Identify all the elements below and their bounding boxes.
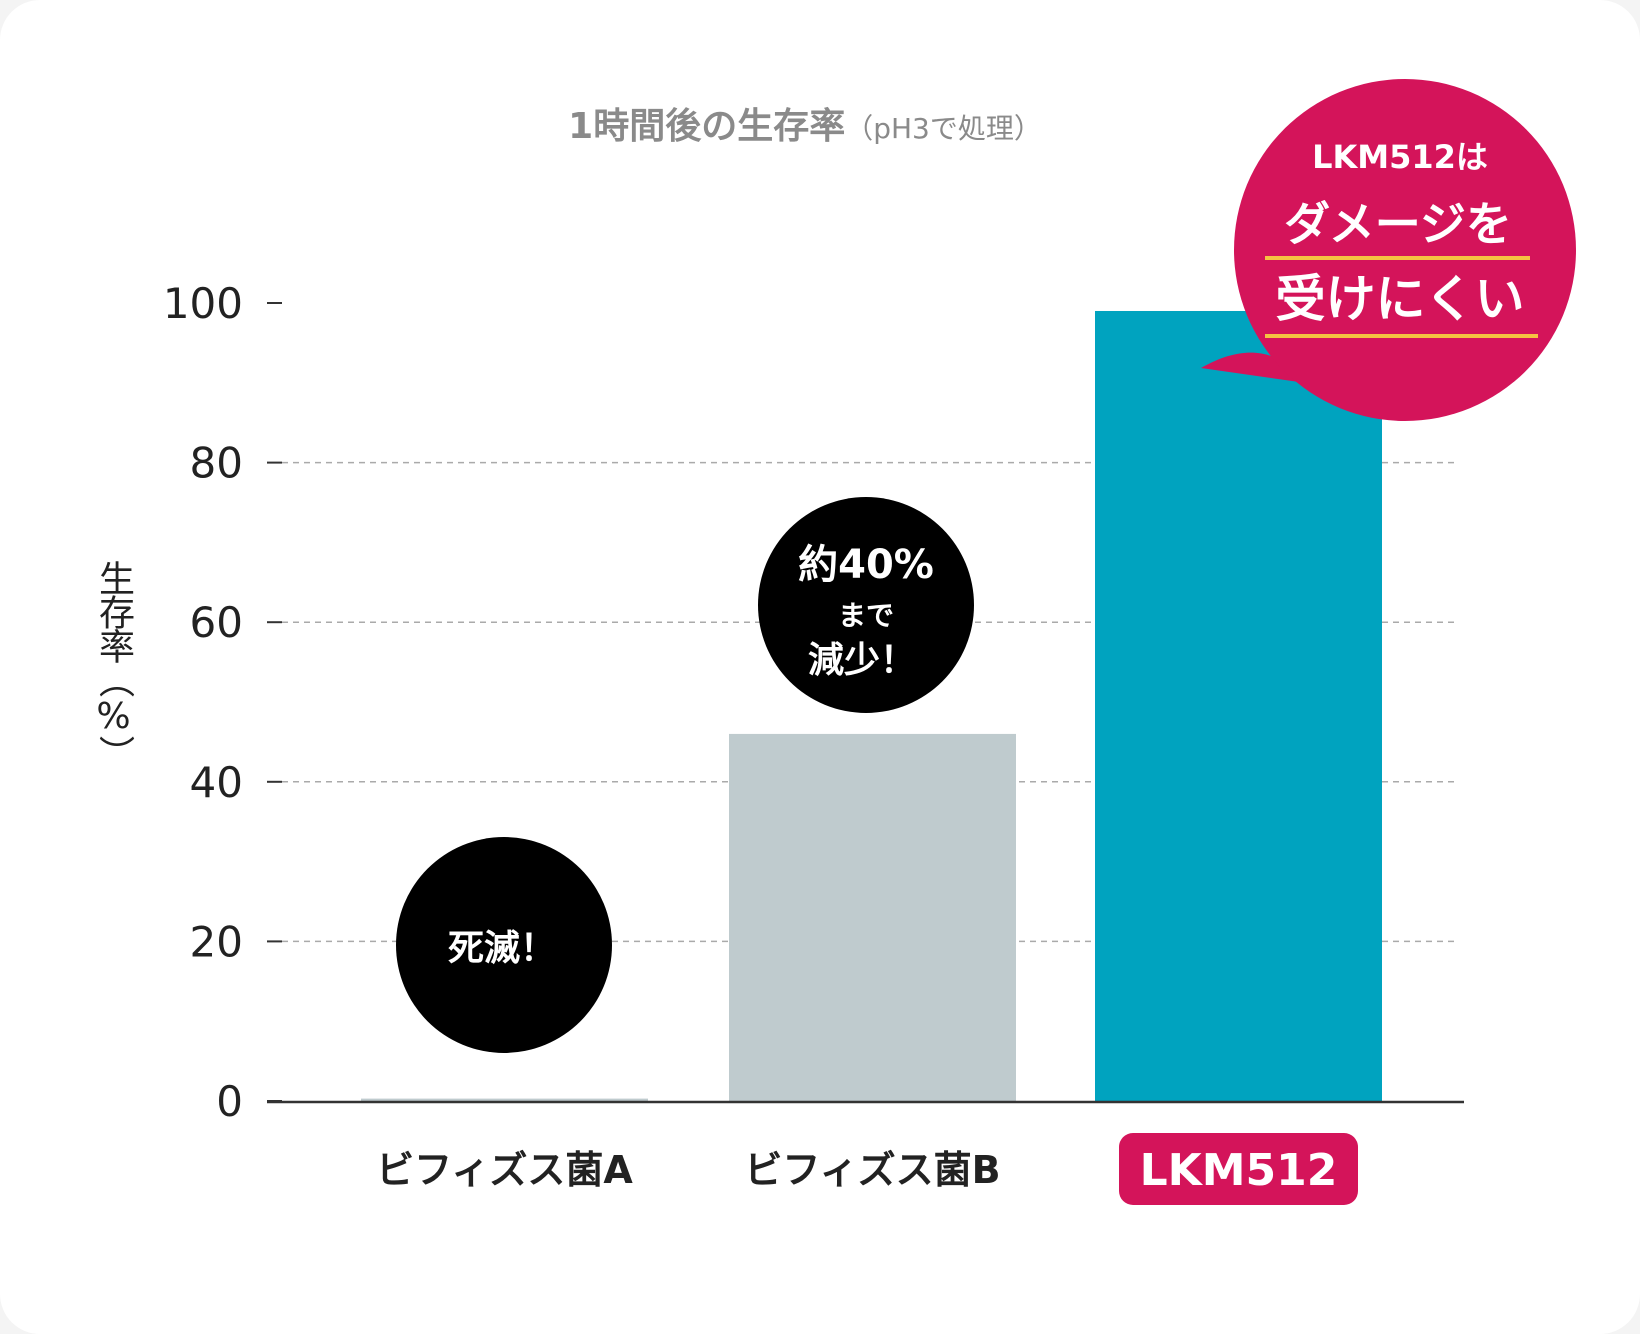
y-tick-label: 20 (190, 917, 243, 966)
x-tick-label: LKM512 (1140, 1145, 1338, 1196)
bar-1 (729, 733, 1016, 1101)
callout-b-line2: まで (838, 599, 894, 632)
y-tick-label: 60 (190, 598, 243, 647)
callout-a-text: 死滅！ (448, 928, 556, 969)
y-tick-label: 80 (190, 439, 243, 488)
callout-b-line1: 約40% (798, 542, 934, 588)
callout-lkm-line3: 受けにくい (1276, 270, 1525, 328)
highlight-label-bg (1119, 1133, 1358, 1205)
y-axis-label: 生存率（%） (93, 560, 134, 769)
x-tick-label: ビフィズス菌A (376, 1148, 633, 1192)
callout-b-line3: 減少！ (808, 640, 916, 681)
title-main: 1時間後の生存率 (568, 106, 845, 147)
callout-lkm-line1: LKM512は (1312, 138, 1488, 176)
y-tick-label: 100 (163, 279, 243, 328)
callout-b (758, 497, 974, 713)
bubble-tail (1201, 352, 1320, 385)
bar-0 (361, 1098, 648, 1101)
chart-title: 1時間後の生存率（pH3で処理） (568, 106, 1042, 147)
y-tick-label: 0 (216, 1077, 243, 1126)
x-tick-label: ビフィズス菌B (744, 1148, 1000, 1192)
y-tick-label: 40 (190, 758, 243, 807)
callout-a (396, 837, 612, 1053)
callout-lkm-line2: ダメージを (1284, 197, 1512, 251)
bar-2 (1095, 310, 1382, 1102)
title-sub: （pH3で処理） (845, 112, 1042, 145)
